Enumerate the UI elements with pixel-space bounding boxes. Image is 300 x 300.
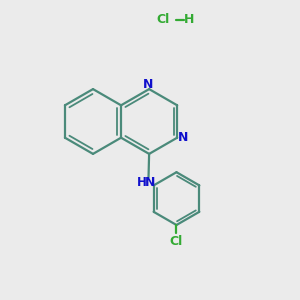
Text: Cl: Cl: [157, 13, 170, 26]
Text: Cl: Cl: [170, 235, 183, 248]
Text: N: N: [177, 130, 188, 144]
Text: H: H: [136, 176, 146, 189]
Text: N: N: [142, 78, 153, 91]
Text: H: H: [184, 13, 194, 26]
Text: N: N: [145, 176, 155, 189]
